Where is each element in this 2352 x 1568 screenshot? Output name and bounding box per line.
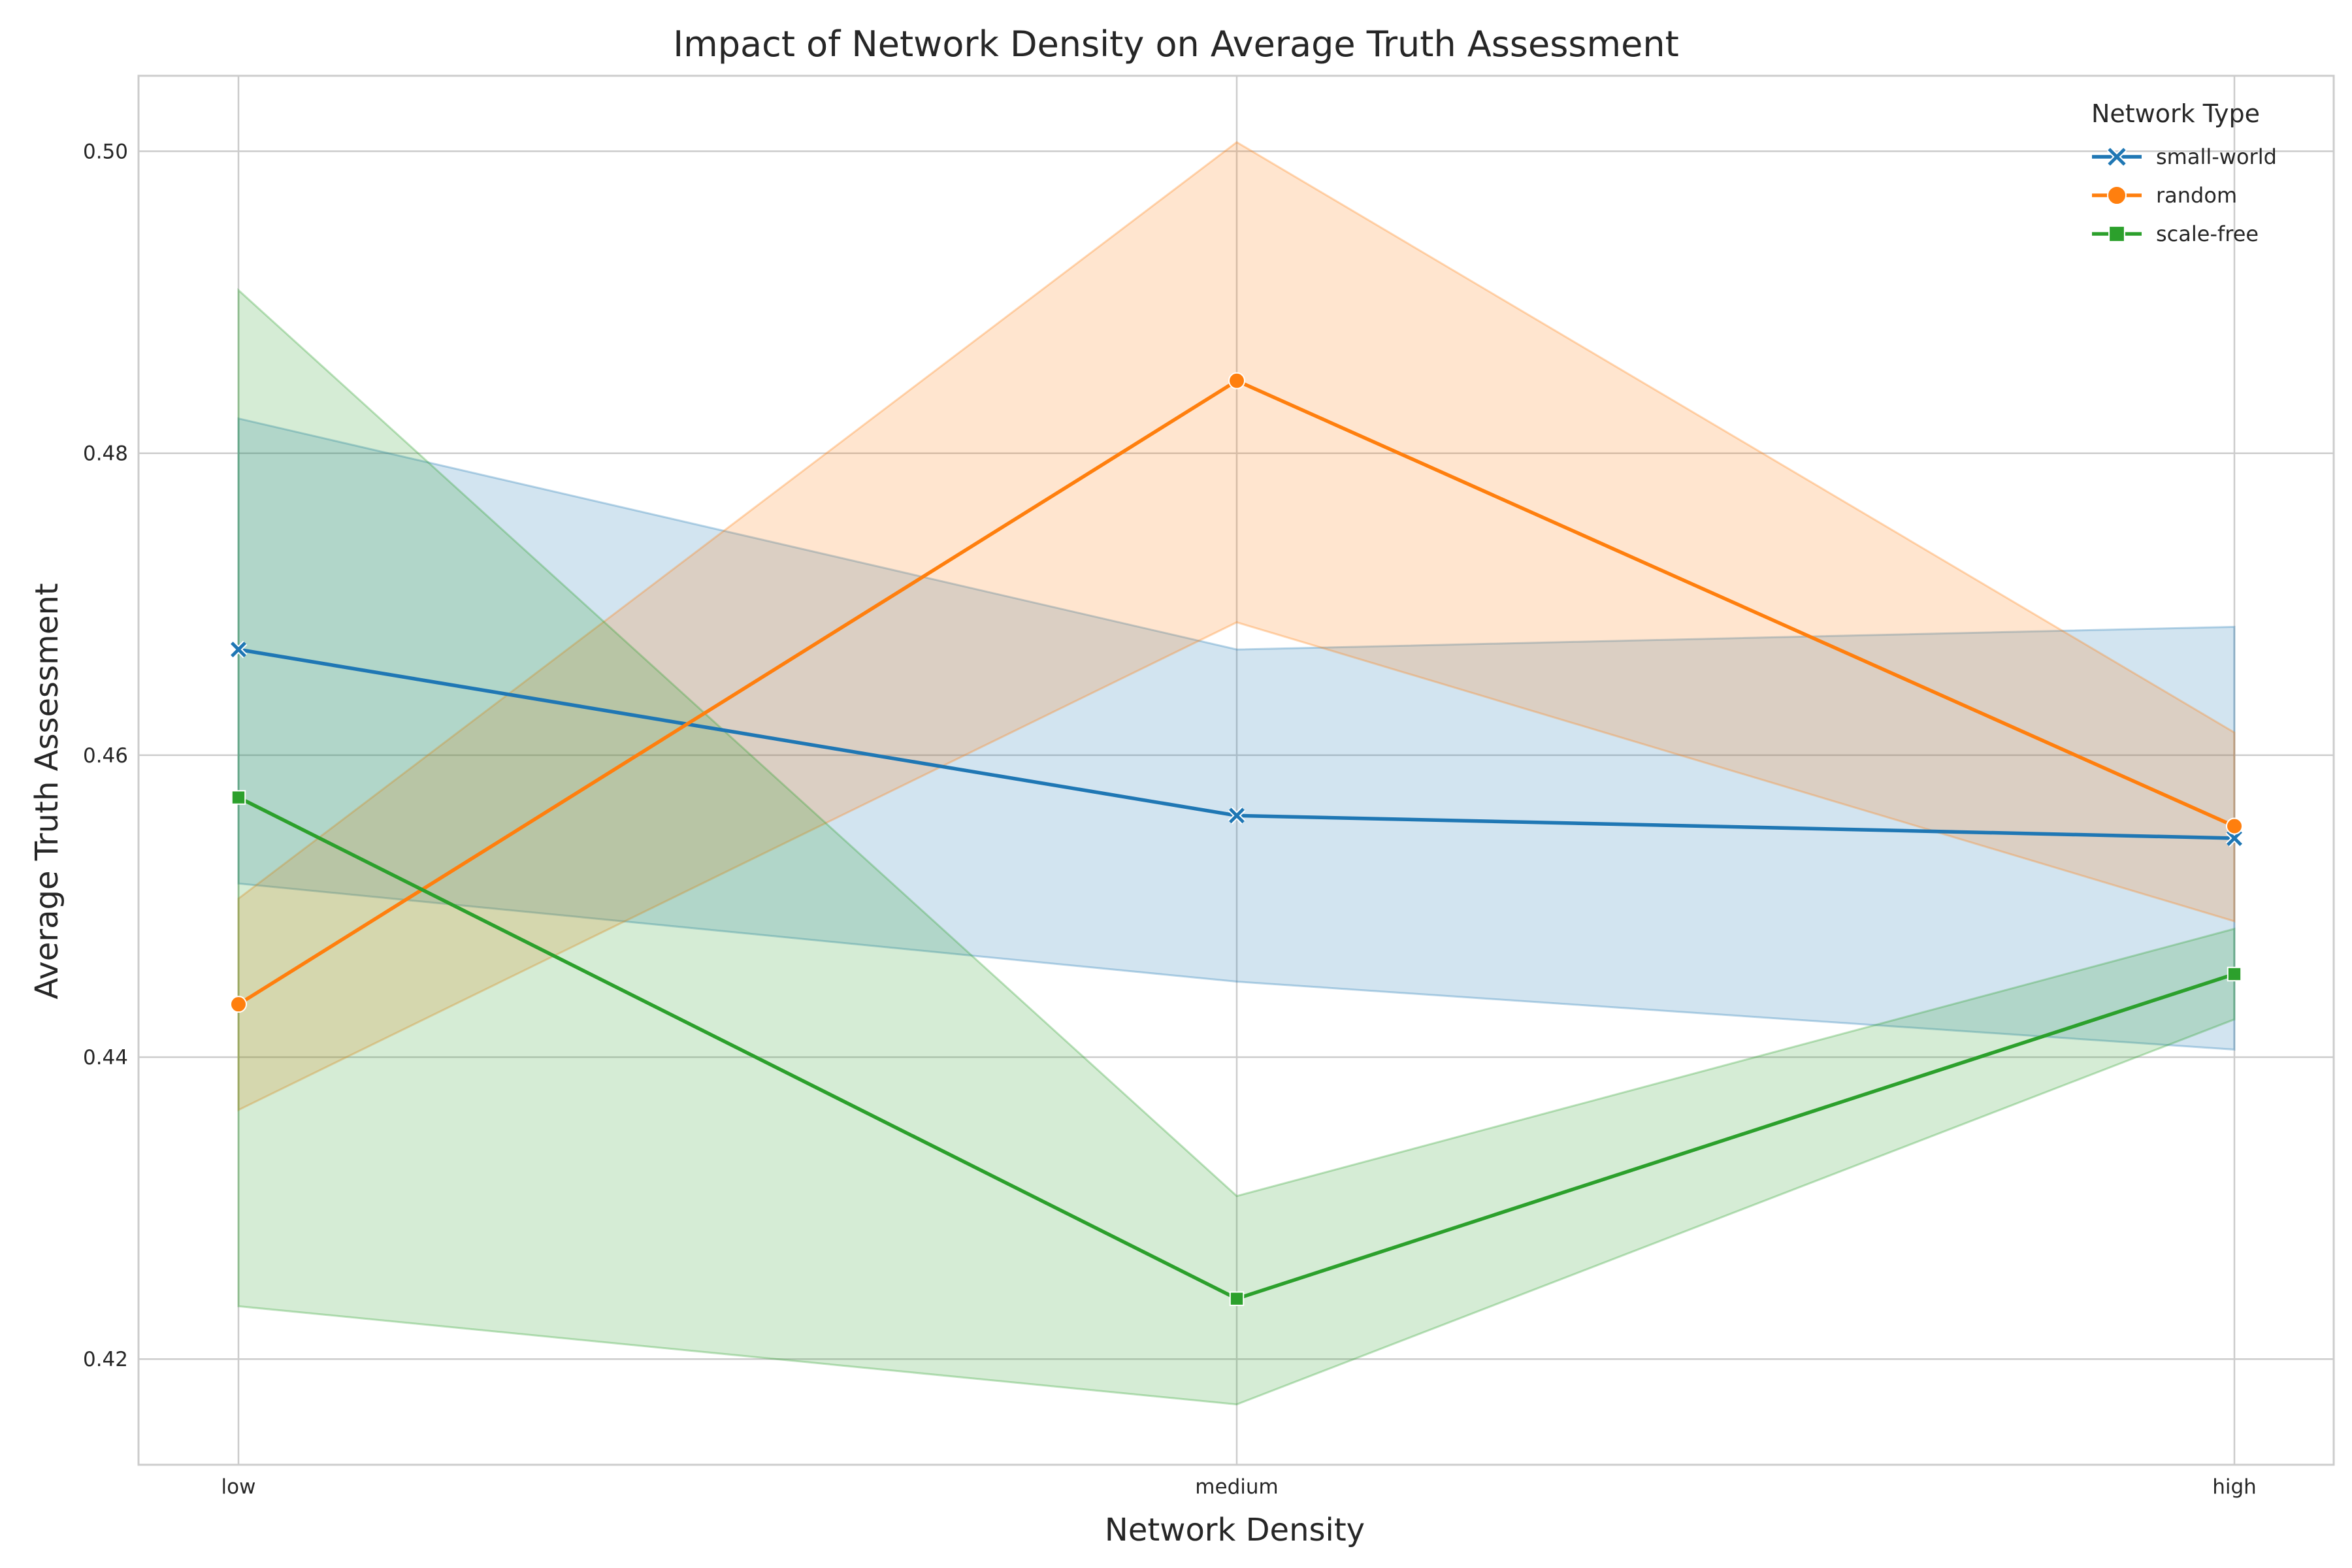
chart-title: Impact of Network Density on Average Tru… [673, 24, 1679, 65]
marker-small-world-medium [1228, 806, 1246, 825]
y-tick-label: 0.48 [83, 442, 128, 466]
y-axis-label: Average Truth Assessment [29, 583, 65, 999]
x-tick-label-low: low [221, 1475, 256, 1499]
marker-small-world-low [229, 640, 248, 659]
plot-frame [137, 74, 2335, 1466]
legend-item-small-world: small-world [2092, 144, 2277, 169]
legend-title: Network Type [2091, 99, 2260, 128]
legend-marker-scale-free [2108, 225, 2125, 242]
marker-scale-free-medium [1229, 1291, 1245, 1307]
y-tick-label: 0.50 [83, 140, 128, 164]
ci-band-random [237, 140, 2236, 1112]
y-tick-label: 0.44 [83, 1046, 128, 1070]
ci-band-small-world [237, 417, 2236, 1051]
x-axis-ticks: low medium high [221, 1475, 2257, 1499]
grid [139, 76, 2334, 1465]
legend-label-scale-free: scale-free [2156, 221, 2259, 246]
legend-item-scale-free: scale-free [2092, 221, 2259, 246]
marker-random-low [230, 996, 247, 1013]
marker-scale-free-low [231, 790, 246, 805]
ci-band-scale-free [237, 287, 2236, 1406]
legend-label-random: random [2156, 183, 2237, 208]
marker-random-medium [1228, 372, 1245, 389]
x-tick-label-medium: medium [1195, 1475, 1278, 1499]
confidence-bands [237, 140, 2236, 1406]
legend-marker-small-world [2106, 146, 2127, 167]
x-axis-label: Network Density [1105, 1512, 1365, 1548]
legend-label-small-world: small-world [2156, 144, 2277, 169]
x-tick-label-high: high [2212, 1475, 2257, 1499]
legend-marker-random [2107, 186, 2127, 205]
marker-scale-free-high [2227, 966, 2242, 982]
legend: Network Type small-world random scale-free [2091, 99, 2277, 246]
legend-item-random: random [2092, 183, 2237, 208]
marker-small-world-high [2225, 829, 2244, 847]
y-tick-label: 0.46 [83, 744, 128, 768]
series-markers [229, 372, 2244, 1307]
y-tick-label: 0.42 [83, 1348, 128, 1371]
y-axis-ticks: 0.42 0.44 0.46 0.48 0.50 [83, 140, 128, 1372]
marker-random-high [2226, 817, 2243, 835]
